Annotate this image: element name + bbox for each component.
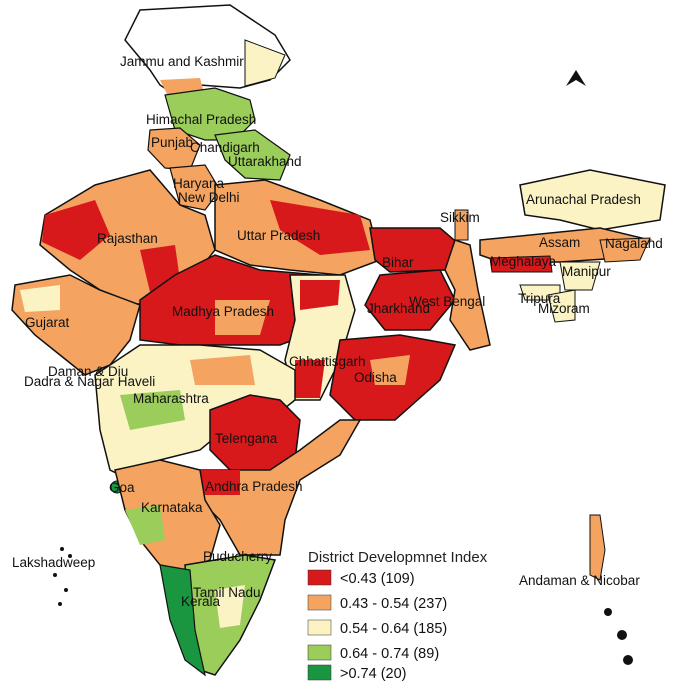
label-punjab: Punjab: [151, 135, 193, 150]
label-puducherry: Puducherry: [203, 549, 272, 564]
legend-label-mid: 0.54 - 0.64 (185): [340, 621, 447, 637]
legend: District Developmnet Index <0.43 (109) 0…: [307, 549, 488, 682]
region-karnataka: [114, 459, 221, 571]
label-odisha: Odisha: [354, 370, 397, 385]
label-uttar-pradesh: Uttar Pradesh: [237, 228, 320, 243]
region-northeast: [479, 169, 666, 323]
label-assam: Assam: [539, 235, 580, 250]
label-maharashtra: Maharashtra: [133, 391, 209, 406]
label-manipur: Manipur: [562, 264, 611, 279]
legend-label-lower-mid: 0.43 - 0.54 (237): [340, 596, 447, 612]
region-chhattisgarh: [284, 274, 356, 401]
label-haryana: Haryana: [173, 176, 225, 191]
label-kerala: Kerala: [181, 594, 221, 609]
label-himachal-pradesh: Himachal Pradesh: [146, 112, 256, 127]
label-jammu-kashmir: Jammu and Kashmir: [120, 54, 244, 69]
region-south: [159, 554, 277, 677]
label-meghalaya: Meghalaya: [490, 254, 557, 269]
region-jammu-kashmir: [124, 4, 291, 100]
label-west-bengal: West Bengal: [409, 294, 485, 309]
label-tamil-nadu: Tamil Nadu: [193, 585, 261, 600]
legend-swatch-lower-mid: [307, 594, 332, 611]
legend-swatch-high: [307, 664, 332, 681]
legend-swatch-low: [307, 569, 332, 586]
label-chhattisgarh: Chhattisgarh: [289, 354, 366, 369]
label-rajasthan: Rajasthan: [97, 231, 158, 246]
state-labels: Jammu and Kashmir Himachal Pradesh Punja…: [12, 54, 663, 609]
label-lakshadweep: Lakshadweep: [12, 555, 95, 570]
label-arunachal-pradesh: Arunachal Pradesh: [526, 192, 641, 207]
label-bihar: Bihar: [382, 255, 414, 270]
label-daman-diu: Daman & Diu: [48, 364, 128, 379]
region-odisha: [329, 334, 457, 421]
region-maharashtra: [94, 344, 296, 481]
label-gujarat: Gujarat: [25, 315, 70, 330]
label-uttarakhand: Uttarakhand: [228, 154, 302, 169]
region-north: [147, 87, 291, 211]
legend-label-upper-mid: 0.64 - 0.74 (89): [340, 646, 439, 662]
label-dadra-nagar-haveli: Dadra & Nagar Haveli: [24, 374, 155, 389]
label-new-delhi: New Delhi: [178, 190, 240, 205]
label-jharkhand: Jharkhand: [367, 301, 430, 316]
region-andhra: [188, 419, 362, 556]
label-andaman-nicobar: Andaman & Nicobar: [519, 573, 640, 588]
label-karnataka: Karnataka: [141, 500, 203, 515]
legend-title: District Developmnet Index: [308, 549, 488, 566]
label-chandigarh: Chandigarh: [190, 140, 260, 155]
lakshadweep-islands: [53, 547, 72, 606]
legend-swatch-mid: [307, 619, 332, 636]
label-mizoram: Mizoram: [538, 301, 590, 316]
andaman-nicobar-islands: [589, 514, 633, 665]
legend-swatch-upper-mid: [307, 644, 332, 661]
legend-label-low: <0.43 (109): [340, 571, 415, 587]
legend-label-high: >0.74 (20): [340, 666, 407, 682]
label-sikkim: Sikkim: [440, 210, 480, 225]
region-east: [364, 209, 491, 351]
label-madhya-pradesh: Madhya Pradesh: [172, 304, 274, 319]
north-arrow-icon: [566, 70, 586, 86]
label-tripura: Tripura: [518, 291, 561, 306]
region-uttar-pradesh: [214, 179, 381, 276]
label-telengana: Telengana: [215, 431, 278, 446]
label-nagaland: Nagaland: [605, 236, 663, 251]
label-goa: Goa: [109, 480, 135, 495]
label-andhra-pradesh: Andhra Pradesh: [205, 479, 303, 494]
